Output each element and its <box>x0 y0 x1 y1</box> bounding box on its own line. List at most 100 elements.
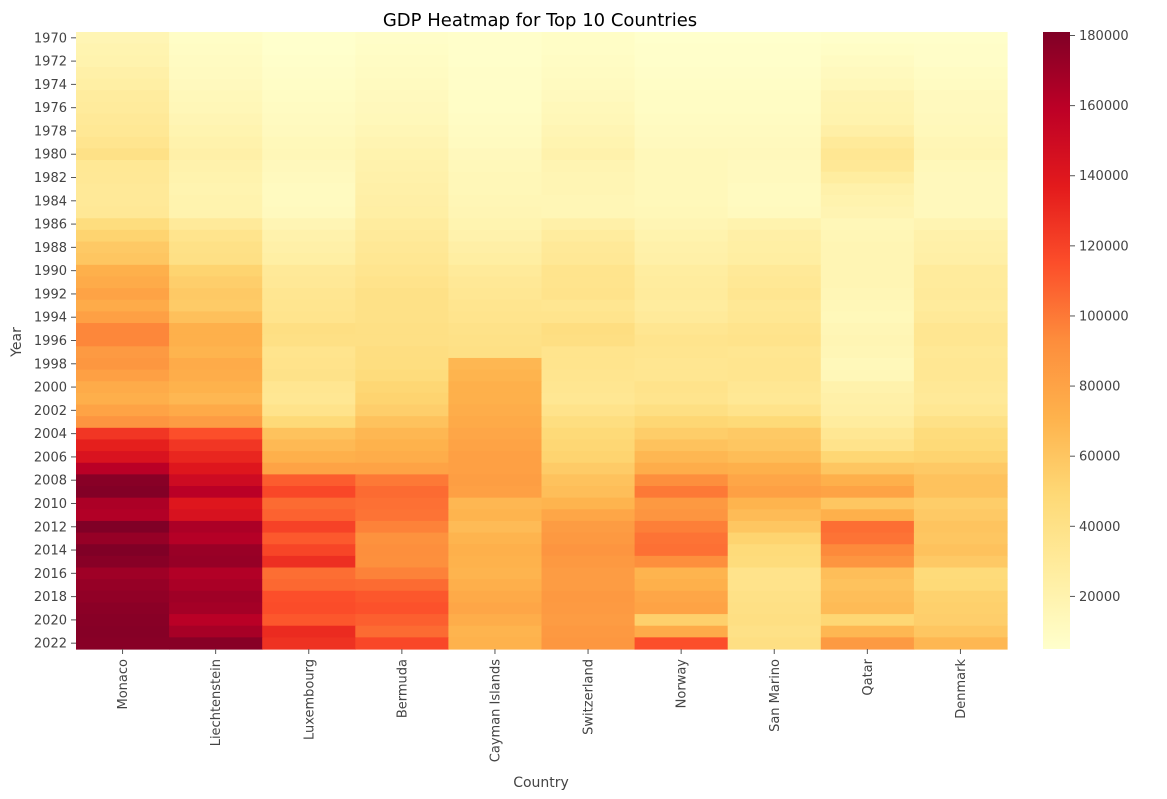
heatmap-cell <box>169 520 263 534</box>
heatmap-cell <box>262 323 356 336</box>
heatmap-cell <box>913 288 1008 301</box>
heatmap-cell <box>448 160 543 173</box>
heatmap-cell <box>634 462 729 475</box>
heatmap-cell <box>634 323 729 336</box>
heatmap-cell <box>76 276 170 289</box>
heatmap-cell <box>355 614 449 627</box>
y-tick-label: 2000 <box>34 381 67 396</box>
heatmap-cell <box>169 637 263 650</box>
heatmap-cell <box>541 462 636 475</box>
heatmap-cell <box>634 125 729 138</box>
heatmap-cell <box>913 555 1008 569</box>
heatmap-cell <box>820 439 915 452</box>
heatmap-cell <box>169 183 263 196</box>
heatmap-cell <box>541 90 636 103</box>
heatmap-cell <box>76 90 170 103</box>
heatmap-cell <box>448 264 543 278</box>
heatmap-cell <box>541 357 636 371</box>
heatmap-cell <box>169 404 263 417</box>
heatmap-cell <box>76 253 170 266</box>
heatmap-cell <box>262 567 356 580</box>
heatmap-cell <box>820 334 915 347</box>
heatmap-cell <box>634 520 729 534</box>
heatmap-cell <box>634 194 729 208</box>
heatmap-cell <box>355 369 449 382</box>
heatmap-cell <box>355 136 449 150</box>
heatmap-cell <box>448 253 543 266</box>
heatmap-cell <box>541 532 636 545</box>
heatmap-cell <box>727 602 822 615</box>
heatmap-cell <box>448 241 543 254</box>
heatmap-cell <box>76 392 170 406</box>
heatmap-cell <box>913 136 1008 150</box>
heatmap-cell <box>169 90 263 103</box>
heatmap-cell <box>913 520 1008 534</box>
heatmap-cell <box>76 113 170 126</box>
heatmap-cell <box>913 392 1008 406</box>
heatmap-cell <box>727 90 822 103</box>
heatmap-cell <box>262 218 356 231</box>
heatmap-cell <box>820 113 915 126</box>
heatmap-cell <box>169 43 263 56</box>
heatmap-cell <box>448 381 543 394</box>
heatmap-cell <box>541 520 636 534</box>
y-tick-label: 2022 <box>34 637 67 652</box>
heatmap-cell <box>355 90 449 103</box>
heatmap-cell <box>355 229 449 243</box>
heatmap-cell <box>76 404 170 417</box>
heatmap-cell <box>913 160 1008 173</box>
heatmap-cell <box>820 125 915 138</box>
heatmap-cell <box>448 357 543 371</box>
heatmap-cell <box>913 66 1008 80</box>
heatmap-cell <box>913 183 1008 196</box>
heatmap-cell <box>541 334 636 347</box>
heatmap-cell <box>355 32 449 45</box>
heatmap-cell <box>448 43 543 56</box>
heatmap-cell <box>262 497 356 510</box>
heatmap-cell <box>634 614 729 627</box>
heatmap-cell <box>913 416 1008 429</box>
heatmap-cell <box>169 369 263 382</box>
heatmap-cell <box>727 55 822 68</box>
heatmap-cell <box>727 206 822 219</box>
x-tick-label: Bermuda <box>395 659 410 718</box>
heatmap-cell <box>262 625 356 638</box>
heatmap-cell <box>262 253 356 266</box>
heatmap-cell <box>541 439 636 452</box>
heatmap-cell <box>913 264 1008 278</box>
y-tick-label: 1996 <box>34 334 67 349</box>
heatmap-cell <box>634 113 729 126</box>
heatmap-cell <box>448 90 543 103</box>
heatmap-cell <box>355 311 449 324</box>
y-tick-label: 1994 <box>34 311 67 326</box>
heatmap-cell <box>262 276 356 289</box>
heatmap-cell <box>76 299 170 312</box>
heatmap-cell <box>76 346 170 359</box>
heatmap-cell <box>820 369 915 382</box>
heatmap-cell <box>913 229 1008 243</box>
heatmap-cell <box>541 369 636 382</box>
heatmap-cell <box>727 544 822 557</box>
heatmap-cell <box>262 590 356 604</box>
heatmap-cell <box>634 602 729 615</box>
heatmap-cell <box>913 427 1008 441</box>
heatmap-cell <box>727 439 822 452</box>
heatmap-cell <box>727 532 822 545</box>
heatmap-cell <box>169 241 263 254</box>
heatmap-cell <box>262 486 356 499</box>
heatmap-cell <box>76 148 170 161</box>
chart-title: GDP Heatmap for Top 10 Countries <box>383 10 697 31</box>
heatmap-cell <box>169 625 263 638</box>
heatmap-cell <box>541 183 636 196</box>
heatmap-cell <box>541 544 636 557</box>
heatmap-cell <box>355 590 449 604</box>
heatmap-cell <box>76 171 170 184</box>
heatmap-cell <box>727 32 822 45</box>
heatmap-cell <box>541 323 636 336</box>
heatmap-cell <box>727 136 822 150</box>
heatmap-cell <box>355 276 449 289</box>
heatmap-cell <box>76 101 170 115</box>
heatmap-cell <box>820 462 915 475</box>
heatmap-cell <box>355 497 449 510</box>
